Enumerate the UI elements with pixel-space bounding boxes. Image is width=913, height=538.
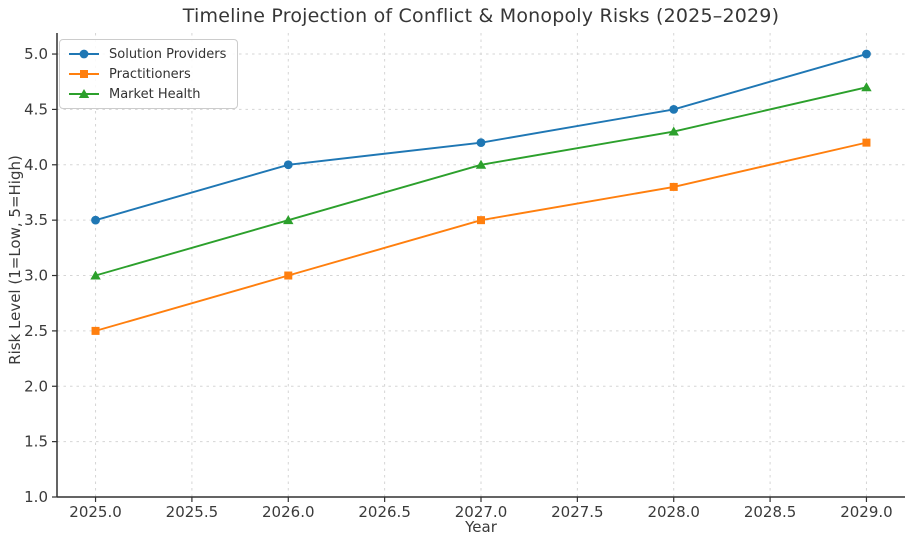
- x-tick-label: 2026.5: [358, 503, 411, 521]
- y-tick-label: 5.0: [24, 45, 48, 63]
- x-tick-label: 2029.0: [840, 503, 893, 521]
- data-point-marker: [862, 138, 871, 147]
- legend-item-practitioners: Practitioners: [67, 64, 226, 84]
- x-tick-label: 2025.5: [166, 503, 219, 521]
- y-tick-label: 4.5: [24, 100, 48, 118]
- y-tick-label: 3.5: [24, 211, 48, 229]
- data-point-marker: [476, 138, 486, 148]
- data-point-marker: [862, 49, 871, 59]
- data-point-marker: [477, 216, 485, 225]
- data-point-marker: [669, 182, 678, 191]
- chart-title: Timeline Projection of Conflict & Monopo…: [182, 5, 780, 27]
- y-tick-label: 1.5: [24, 433, 48, 451]
- x-tick-label: 2026.0: [262, 503, 315, 521]
- legend-item-solution-providers: Solution Providers: [67, 44, 226, 64]
- data-point-marker: [669, 105, 679, 114]
- data-point-marker: [475, 159, 487, 169]
- data-point-marker: [79, 49, 89, 59]
- data-point-marker: [78, 89, 90, 98]
- legend: Solution Providers Practitioners Market He…: [59, 39, 239, 109]
- y-tick-label: 4.0: [24, 156, 48, 174]
- data-point-marker: [90, 270, 101, 280]
- data-point-marker: [283, 160, 293, 170]
- data-point-marker: [284, 271, 293, 280]
- legend-item-market-health: Market Health: [67, 84, 226, 104]
- y-tick-label: 3.0: [24, 267, 48, 285]
- y-tick-label: 2.0: [24, 377, 48, 395]
- x-tick-label: 2025.0: [69, 503, 122, 521]
- legend-item-label: Solution Providers: [109, 46, 227, 62]
- series-solution-providers: [91, 49, 871, 225]
- series-market-health: [90, 82, 872, 280]
- data-point-marker: [80, 70, 88, 78]
- series-line-market-health: [94, 86, 868, 277]
- legend-triangle-marker-icon: [69, 89, 99, 98]
- legend-item-label: Practitioners: [109, 66, 191, 82]
- y-tick-label: 2.5: [24, 322, 48, 340]
- data-point-marker: [91, 215, 100, 225]
- data-point-marker: [861, 82, 872, 92]
- legend-circle-marker-icon: [69, 49, 99, 59]
- data-point-marker: [283, 215, 294, 225]
- data-point-marker: [668, 126, 679, 136]
- series-practitioners: [91, 138, 871, 335]
- x-tick-label: 2028.5: [744, 503, 797, 521]
- x-axis-label: Year: [465, 518, 497, 536]
- x-tick-label: 2028.0: [647, 503, 700, 521]
- y-tick-label: 1.0: [24, 488, 48, 506]
- x-tick-label: 2027.5: [551, 503, 604, 521]
- data-point-marker: [91, 326, 100, 335]
- x-tick-label: 2027.0: [455, 503, 508, 521]
- legend-square-marker-icon: [69, 70, 99, 78]
- legend-item-label: Market Health: [109, 86, 201, 102]
